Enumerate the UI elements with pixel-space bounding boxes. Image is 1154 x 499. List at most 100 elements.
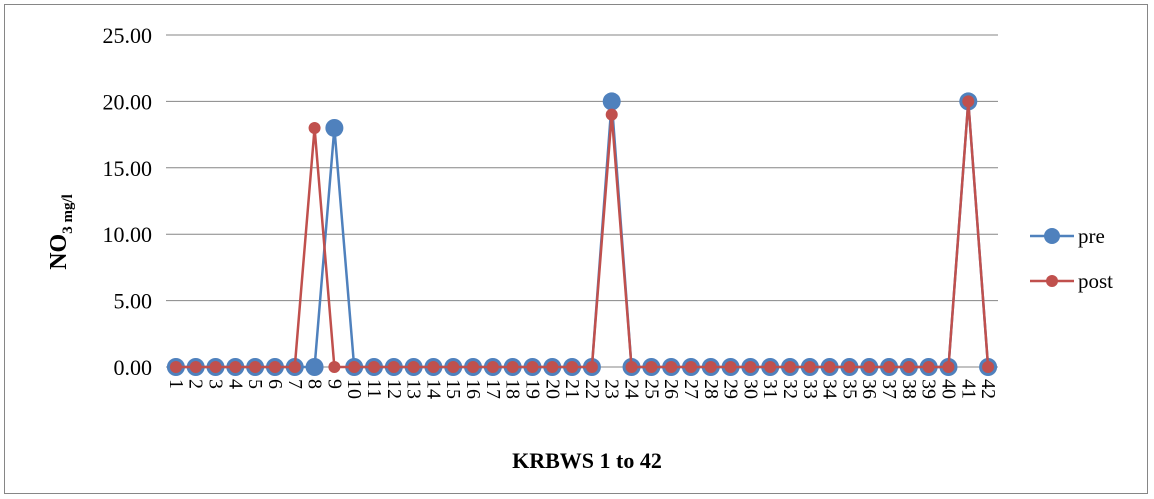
x-tick-label: 18 [502,379,524,399]
y-axis-title-main: NO [46,234,72,270]
data-point-post [467,361,480,373]
data-point-post [348,361,361,373]
x-tick-label: 1 [165,379,187,389]
data-point-post [189,361,202,373]
y-tick-labels: 0.00 5.00 10.00 15.00 20.00 25.00 [103,23,153,380]
x-tick-label: 19 [521,379,543,399]
data-point-post [229,361,242,373]
data-point-post [169,361,182,373]
data-point-post [922,361,935,373]
legend: pre post [1030,224,1113,293]
x-tick-label: 34 [819,379,841,399]
data-point-pre [305,358,324,376]
data-point-post [308,121,321,134]
data-point-post [566,361,579,373]
x-axis-title: KRBWS 1 to 42 [512,448,662,473]
x-tick-label: 3 [205,379,227,389]
legend-marker-pre [1044,228,1060,244]
data-point-post [764,361,777,373]
legend-item-pre: pre [1030,224,1105,248]
data-point-post [328,361,341,373]
x-tick-label: 16 [462,379,484,399]
x-tick-label: 30 [739,379,761,399]
data-point-post [724,361,737,373]
x-tick-label: 38 [898,379,920,399]
x-tick-label: 7 [284,379,306,389]
x-tick-label: 29 [720,379,742,399]
data-point-post [843,361,856,373]
data-point-post [962,95,975,108]
x-tick-label: 8 [304,379,326,389]
y-tick-label: 5.00 [114,289,153,314]
data-point-post [625,361,638,373]
x-tick-labels: 1234567891011121314151617181920212223242… [165,379,999,399]
series-post [169,95,995,373]
data-point-post [486,361,499,373]
legend-item-post: post [1030,269,1113,293]
data-point-post [407,361,420,373]
data-point-post [368,361,380,373]
data-point-post [863,361,876,373]
x-tick-label: 27 [680,379,702,399]
data-point-post [427,361,440,373]
series-layer [166,92,998,376]
data-point-post [546,361,559,373]
x-tick-label: 37 [878,379,900,399]
x-tick-label: 21 [561,379,583,399]
legend-marker-post [1046,275,1058,287]
x-tick-label: 10 [343,379,365,399]
data-point-post [268,361,281,373]
y-tick-label: 20.00 [103,89,153,114]
x-tick-label: 9 [323,379,345,389]
x-tick-label: 25 [640,379,662,399]
data-point-post [526,361,539,373]
gridlines [166,34,998,368]
data-point-post [744,361,757,373]
x-tick-label: 6 [264,379,286,389]
data-point-post [823,361,836,373]
x-tick-label: 32 [779,379,801,399]
x-tick-label: 23 [601,379,623,399]
data-point-pre [602,92,621,111]
y-tick-label: 0.00 [114,355,153,380]
data-point-post [288,361,301,373]
data-point-post [665,361,678,373]
y-tick-label: 15.00 [103,156,153,181]
data-point-post [387,361,400,373]
x-tick-label: 40 [937,379,959,399]
data-point-post [704,361,717,373]
x-tick-label: 42 [977,379,999,399]
x-tick-label: 5 [244,379,266,389]
x-tick-label: 24 [621,379,643,399]
x-tick-label: 36 [858,379,880,399]
x-tick-label: 33 [799,379,821,399]
data-point-post [585,361,598,373]
data-point-pre [325,118,344,137]
y-tick-label: 25.00 [103,23,153,48]
x-tick-label: 39 [918,379,940,399]
legend-label-post: post [1078,269,1113,293]
x-tick-label: 20 [541,379,563,399]
x-tick-label: 14 [422,379,444,399]
x-tick-label: 26 [660,379,682,399]
x-tick-label: 4 [224,379,246,389]
data-point-post [982,361,995,373]
y-tick-label: 10.00 [103,222,153,247]
data-point-post [883,361,896,373]
data-point-post [684,361,697,373]
data-point-post [605,108,618,121]
legend-label-pre: pre [1078,224,1105,248]
data-point-post [249,361,262,373]
data-point-post [942,361,955,373]
data-point-post [209,361,222,373]
data-point-post [645,361,658,373]
x-tick-label: 31 [759,379,781,399]
y-axis-title-sub: 3 mg/l [60,194,76,234]
data-point-post [447,361,460,373]
data-point-post [784,361,796,373]
x-tick-label: 35 [838,379,860,399]
x-tick-label: 22 [581,379,603,399]
y-axis-title: NO3 mg/l [46,194,76,270]
x-tick-label: 13 [403,379,425,399]
